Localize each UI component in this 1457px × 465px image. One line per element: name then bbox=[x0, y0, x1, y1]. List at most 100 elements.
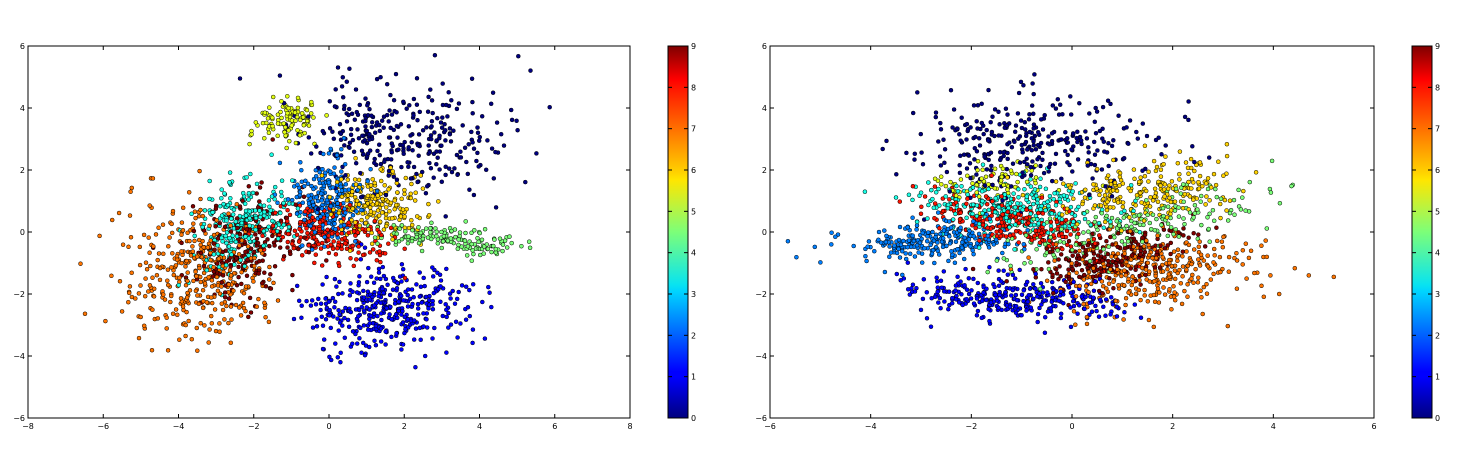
point-class-1 bbox=[366, 265, 371, 271]
point-class-3 bbox=[223, 233, 228, 239]
point-class-6 bbox=[1177, 149, 1183, 154]
point-class-0 bbox=[360, 133, 365, 139]
point-class-1 bbox=[422, 283, 427, 289]
point-class-2 bbox=[317, 180, 323, 186]
point-class-7 bbox=[165, 267, 171, 272]
point-class-5 bbox=[324, 113, 329, 118]
point-class-2 bbox=[949, 249, 954, 254]
point-class-3 bbox=[1070, 189, 1075, 194]
point-class-7 bbox=[193, 288, 199, 294]
point-class-7 bbox=[150, 307, 155, 312]
point-class-5 bbox=[979, 176, 984, 181]
point-class-0 bbox=[1069, 147, 1074, 152]
point-class-4 bbox=[1106, 244, 1111, 249]
point-class-7 bbox=[178, 296, 184, 301]
point-class-1 bbox=[326, 299, 332, 305]
point-class-2 bbox=[928, 242, 933, 248]
point-class-0 bbox=[957, 132, 962, 137]
point-class-1 bbox=[921, 277, 927, 282]
point-class-3 bbox=[976, 221, 982, 227]
point-class-7 bbox=[146, 289, 151, 294]
point-class-7 bbox=[1073, 294, 1079, 299]
point-class-9 bbox=[290, 287, 295, 293]
point-class-1 bbox=[1019, 312, 1024, 318]
point-class-3 bbox=[1007, 225, 1012, 230]
point-class-6 bbox=[1097, 192, 1102, 198]
point-class-9 bbox=[222, 295, 228, 300]
x-tick-label-left: 6 bbox=[552, 422, 557, 431]
point-class-3 bbox=[227, 180, 232, 185]
point-class-0 bbox=[516, 53, 521, 59]
point-class-0 bbox=[884, 138, 889, 144]
point-class-9 bbox=[247, 295, 253, 301]
point-class-3 bbox=[929, 187, 934, 193]
point-class-1 bbox=[389, 317, 394, 322]
point-class-5 bbox=[267, 105, 272, 110]
point-class-8 bbox=[973, 225, 978, 231]
point-class-8 bbox=[299, 253, 305, 258]
point-class-3 bbox=[1045, 230, 1051, 236]
point-class-0 bbox=[475, 130, 481, 136]
point-class-1 bbox=[362, 352, 368, 358]
point-class-7 bbox=[219, 301, 225, 306]
point-class-4 bbox=[1181, 182, 1186, 187]
point-class-9 bbox=[1070, 253, 1075, 258]
point-class-6 bbox=[375, 208, 381, 213]
point-class-0 bbox=[1027, 112, 1032, 117]
point-class-3 bbox=[931, 205, 937, 211]
point-class-1 bbox=[1103, 297, 1109, 302]
point-class-4 bbox=[1231, 197, 1237, 203]
point-class-0 bbox=[1016, 90, 1022, 96]
point-class-1 bbox=[444, 314, 449, 320]
point-class-9 bbox=[1050, 246, 1055, 251]
point-class-4 bbox=[414, 234, 419, 240]
colorbar-tick-label-left: 3 bbox=[691, 290, 696, 299]
point-class-3 bbox=[1072, 213, 1078, 218]
point-class-0 bbox=[1049, 138, 1055, 144]
point-class-5 bbox=[1008, 168, 1014, 173]
point-class-1 bbox=[1101, 304, 1106, 310]
point-class-7 bbox=[180, 205, 186, 211]
point-class-6 bbox=[1167, 195, 1172, 201]
point-class-7 bbox=[1171, 294, 1177, 299]
point-class-3 bbox=[1028, 211, 1033, 217]
point-class-3 bbox=[250, 190, 256, 196]
point-class-0 bbox=[364, 140, 370, 146]
point-class-7 bbox=[200, 213, 206, 219]
point-class-9 bbox=[235, 225, 240, 231]
point-class-1 bbox=[992, 284, 997, 290]
point-class-8 bbox=[350, 243, 356, 249]
point-class-6 bbox=[1136, 179, 1142, 185]
point-class-7 bbox=[1165, 266, 1170, 272]
point-class-9 bbox=[228, 229, 234, 234]
point-class-7 bbox=[215, 288, 221, 294]
point-class-3 bbox=[992, 209, 998, 215]
point-class-7 bbox=[147, 203, 152, 208]
point-class-6 bbox=[409, 181, 414, 187]
point-class-5 bbox=[270, 123, 275, 129]
point-class-3 bbox=[279, 178, 285, 183]
point-class-2 bbox=[968, 244, 973, 249]
point-class-2 bbox=[971, 251, 976, 257]
point-class-3 bbox=[1031, 222, 1037, 228]
point-class-4 bbox=[1198, 193, 1204, 199]
point-class-0 bbox=[1062, 148, 1068, 154]
point-class-8 bbox=[328, 242, 334, 248]
point-class-1 bbox=[378, 339, 384, 344]
point-class-6 bbox=[1098, 203, 1104, 208]
point-class-7 bbox=[228, 304, 234, 309]
point-class-2 bbox=[323, 170, 328, 176]
point-class-1 bbox=[334, 284, 339, 289]
point-class-3 bbox=[230, 212, 236, 217]
point-class-9 bbox=[1115, 244, 1120, 250]
point-class-6 bbox=[1143, 188, 1149, 194]
point-class-7 bbox=[1074, 270, 1079, 276]
point-class-1 bbox=[407, 296, 413, 302]
point-class-5 bbox=[1015, 179, 1020, 185]
point-class-3 bbox=[247, 209, 252, 214]
point-class-0 bbox=[1105, 98, 1111, 103]
point-class-1 bbox=[291, 316, 297, 322]
point-class-0 bbox=[904, 150, 909, 156]
point-class-0 bbox=[968, 125, 973, 130]
point-class-3 bbox=[986, 186, 991, 192]
